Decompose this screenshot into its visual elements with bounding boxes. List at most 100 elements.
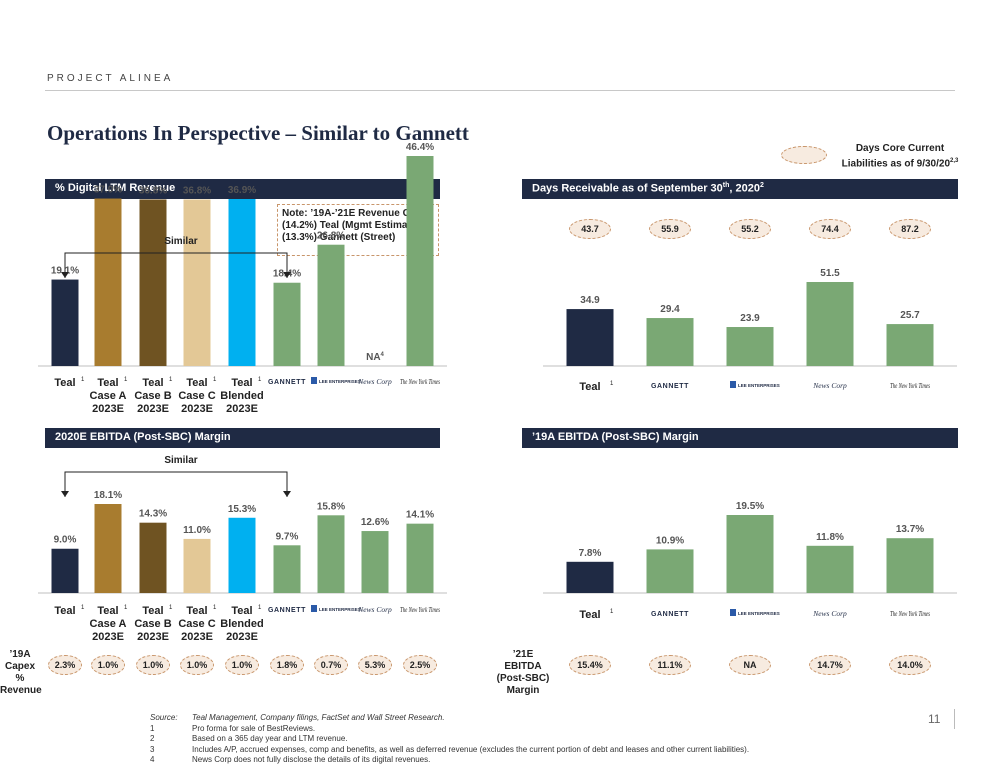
page-number: 11: [928, 712, 941, 726]
data-label: 11.8%: [816, 532, 844, 543]
gannett-logo: GANNETT: [651, 383, 689, 390]
category-label: 2023E: [137, 403, 169, 415]
news-corp-logo: News Corp: [812, 381, 847, 390]
nyt-logo: The New York Times: [890, 610, 930, 618]
data-label: 14.3%: [139, 509, 167, 520]
gannett-logo: GANNETT: [268, 607, 306, 614]
legend-oval-swatch: [781, 146, 827, 164]
data-label: 10.9%: [656, 535, 684, 546]
category-footnote-ref: 1: [169, 605, 173, 611]
data-label: 19.5%: [736, 501, 764, 512]
similar-bracket: [64, 471, 288, 497]
ebitda-21e-oval: 15.4%: [569, 655, 611, 675]
lee-logo-mark: [311, 605, 317, 612]
category-footnote-ref: 1: [610, 381, 614, 387]
bar: [317, 244, 345, 366]
news-corp-logo: News Corp: [357, 605, 392, 614]
bar: [317, 515, 345, 593]
gannett-logo: GANNETT: [651, 611, 689, 618]
category-footnote-ref: 1: [610, 609, 614, 615]
category-footnote-ref: 1: [81, 377, 85, 383]
nyt-logo: The New York Times: [400, 378, 440, 386]
gannett-logo: GANNETT: [268, 379, 306, 386]
data-label: 26.8%: [317, 231, 345, 242]
ebitda-21e-oval: 14.7%: [809, 655, 851, 675]
header-divider: [45, 90, 955, 91]
bar: [139, 199, 167, 366]
category-footnote-ref: 1: [258, 605, 262, 611]
category-label: Case A: [90, 618, 127, 630]
category-footnote-ref: 1: [124, 377, 128, 383]
category-label: Case C: [178, 618, 215, 630]
data-label: 36.9%: [228, 185, 256, 196]
bar: [806, 545, 854, 593]
bar: [94, 504, 122, 593]
project-name: PROJECT ALINEA: [47, 73, 174, 84]
bar: [406, 156, 434, 366]
bar: [183, 199, 211, 366]
data-label: 12.6%: [361, 517, 389, 528]
data-label: 11.0%: [183, 525, 211, 536]
bar: [726, 515, 774, 593]
page-number-divider: [954, 709, 955, 729]
bracket-arrowhead: [283, 491, 291, 497]
footnote-4: 4 News Corp does not fully disclose the d…: [150, 755, 431, 764]
bar: [886, 324, 934, 366]
category-footnote-ref: 1: [169, 377, 173, 383]
ebitda-21e-oval: 14.0%: [889, 655, 931, 675]
bracket-arrowhead: [283, 272, 291, 278]
revenue-cagr-note: Note: ’19A-’21E Revenue CAGR (14.2%) Tea…: [277, 204, 439, 256]
footnote-1: 1 Pro forma for sale of BestReviews.: [150, 723, 316, 733]
bar: [886, 538, 934, 593]
bar: [406, 523, 434, 593]
category-label: Blended: [220, 390, 263, 402]
data-label: 36.8%: [183, 185, 211, 196]
capex-oval: 1.8%: [270, 655, 304, 675]
bar: [183, 538, 211, 593]
bar: [51, 279, 79, 366]
category-label: 2023E: [181, 403, 213, 415]
data-label: 9.0%: [54, 535, 77, 546]
days-liabilities-oval: 55.9: [649, 219, 691, 239]
capex-oval: 1.0%: [136, 655, 170, 675]
data-label: NA4: [366, 352, 384, 363]
category-label: Teal: [142, 377, 163, 389]
category-label: Teal: [97, 377, 118, 389]
bar: [228, 517, 256, 593]
bar: [94, 198, 122, 366]
category-label: Case C: [178, 390, 215, 402]
bracket-arrowhead: [61, 272, 69, 278]
lee-logo-mark: [730, 609, 736, 616]
data-label: 29.4: [660, 304, 680, 315]
data-label: 15.3%: [228, 504, 256, 515]
category-label: Case A: [90, 390, 127, 402]
category-label: 2023E: [226, 403, 258, 415]
capex-oval: 5.3%: [358, 655, 392, 675]
bar: [273, 545, 301, 593]
capex-oval: 2.5%: [403, 655, 437, 675]
days-liabilities-oval: 43.7: [569, 219, 611, 239]
category-label: Teal: [142, 605, 163, 617]
bar: [726, 327, 774, 366]
data-label: 15.8%: [317, 501, 345, 512]
data-label: 23.9: [740, 313, 760, 324]
category-label: Case B: [134, 618, 171, 630]
lee-logo: LEE ENTERPRISES: [738, 611, 780, 616]
bar: [228, 198, 256, 366]
note-line: Note: ’19A-’21E Revenue CAGR: [282, 208, 433, 219]
category-label: Teal: [579, 609, 600, 621]
data-label: 37.0%: [94, 185, 122, 196]
category-label: Teal: [54, 605, 75, 617]
bar: [646, 318, 694, 366]
category-label: Teal: [186, 605, 207, 617]
days-liabilities-oval: 55.2: [729, 219, 771, 239]
category-label: Teal: [579, 381, 600, 393]
bar: [806, 282, 854, 366]
data-label: 13.7%: [896, 524, 924, 535]
note-line: (14.2%) Teal (Mgmt Estimate): [282, 220, 420, 231]
category-footnote-ref: 1: [124, 605, 128, 611]
nyt-logo: The New York Times: [400, 606, 440, 614]
category-label: Case B: [134, 390, 171, 402]
digital-revenue-header: % Digital LTM Revenue: [45, 179, 440, 199]
